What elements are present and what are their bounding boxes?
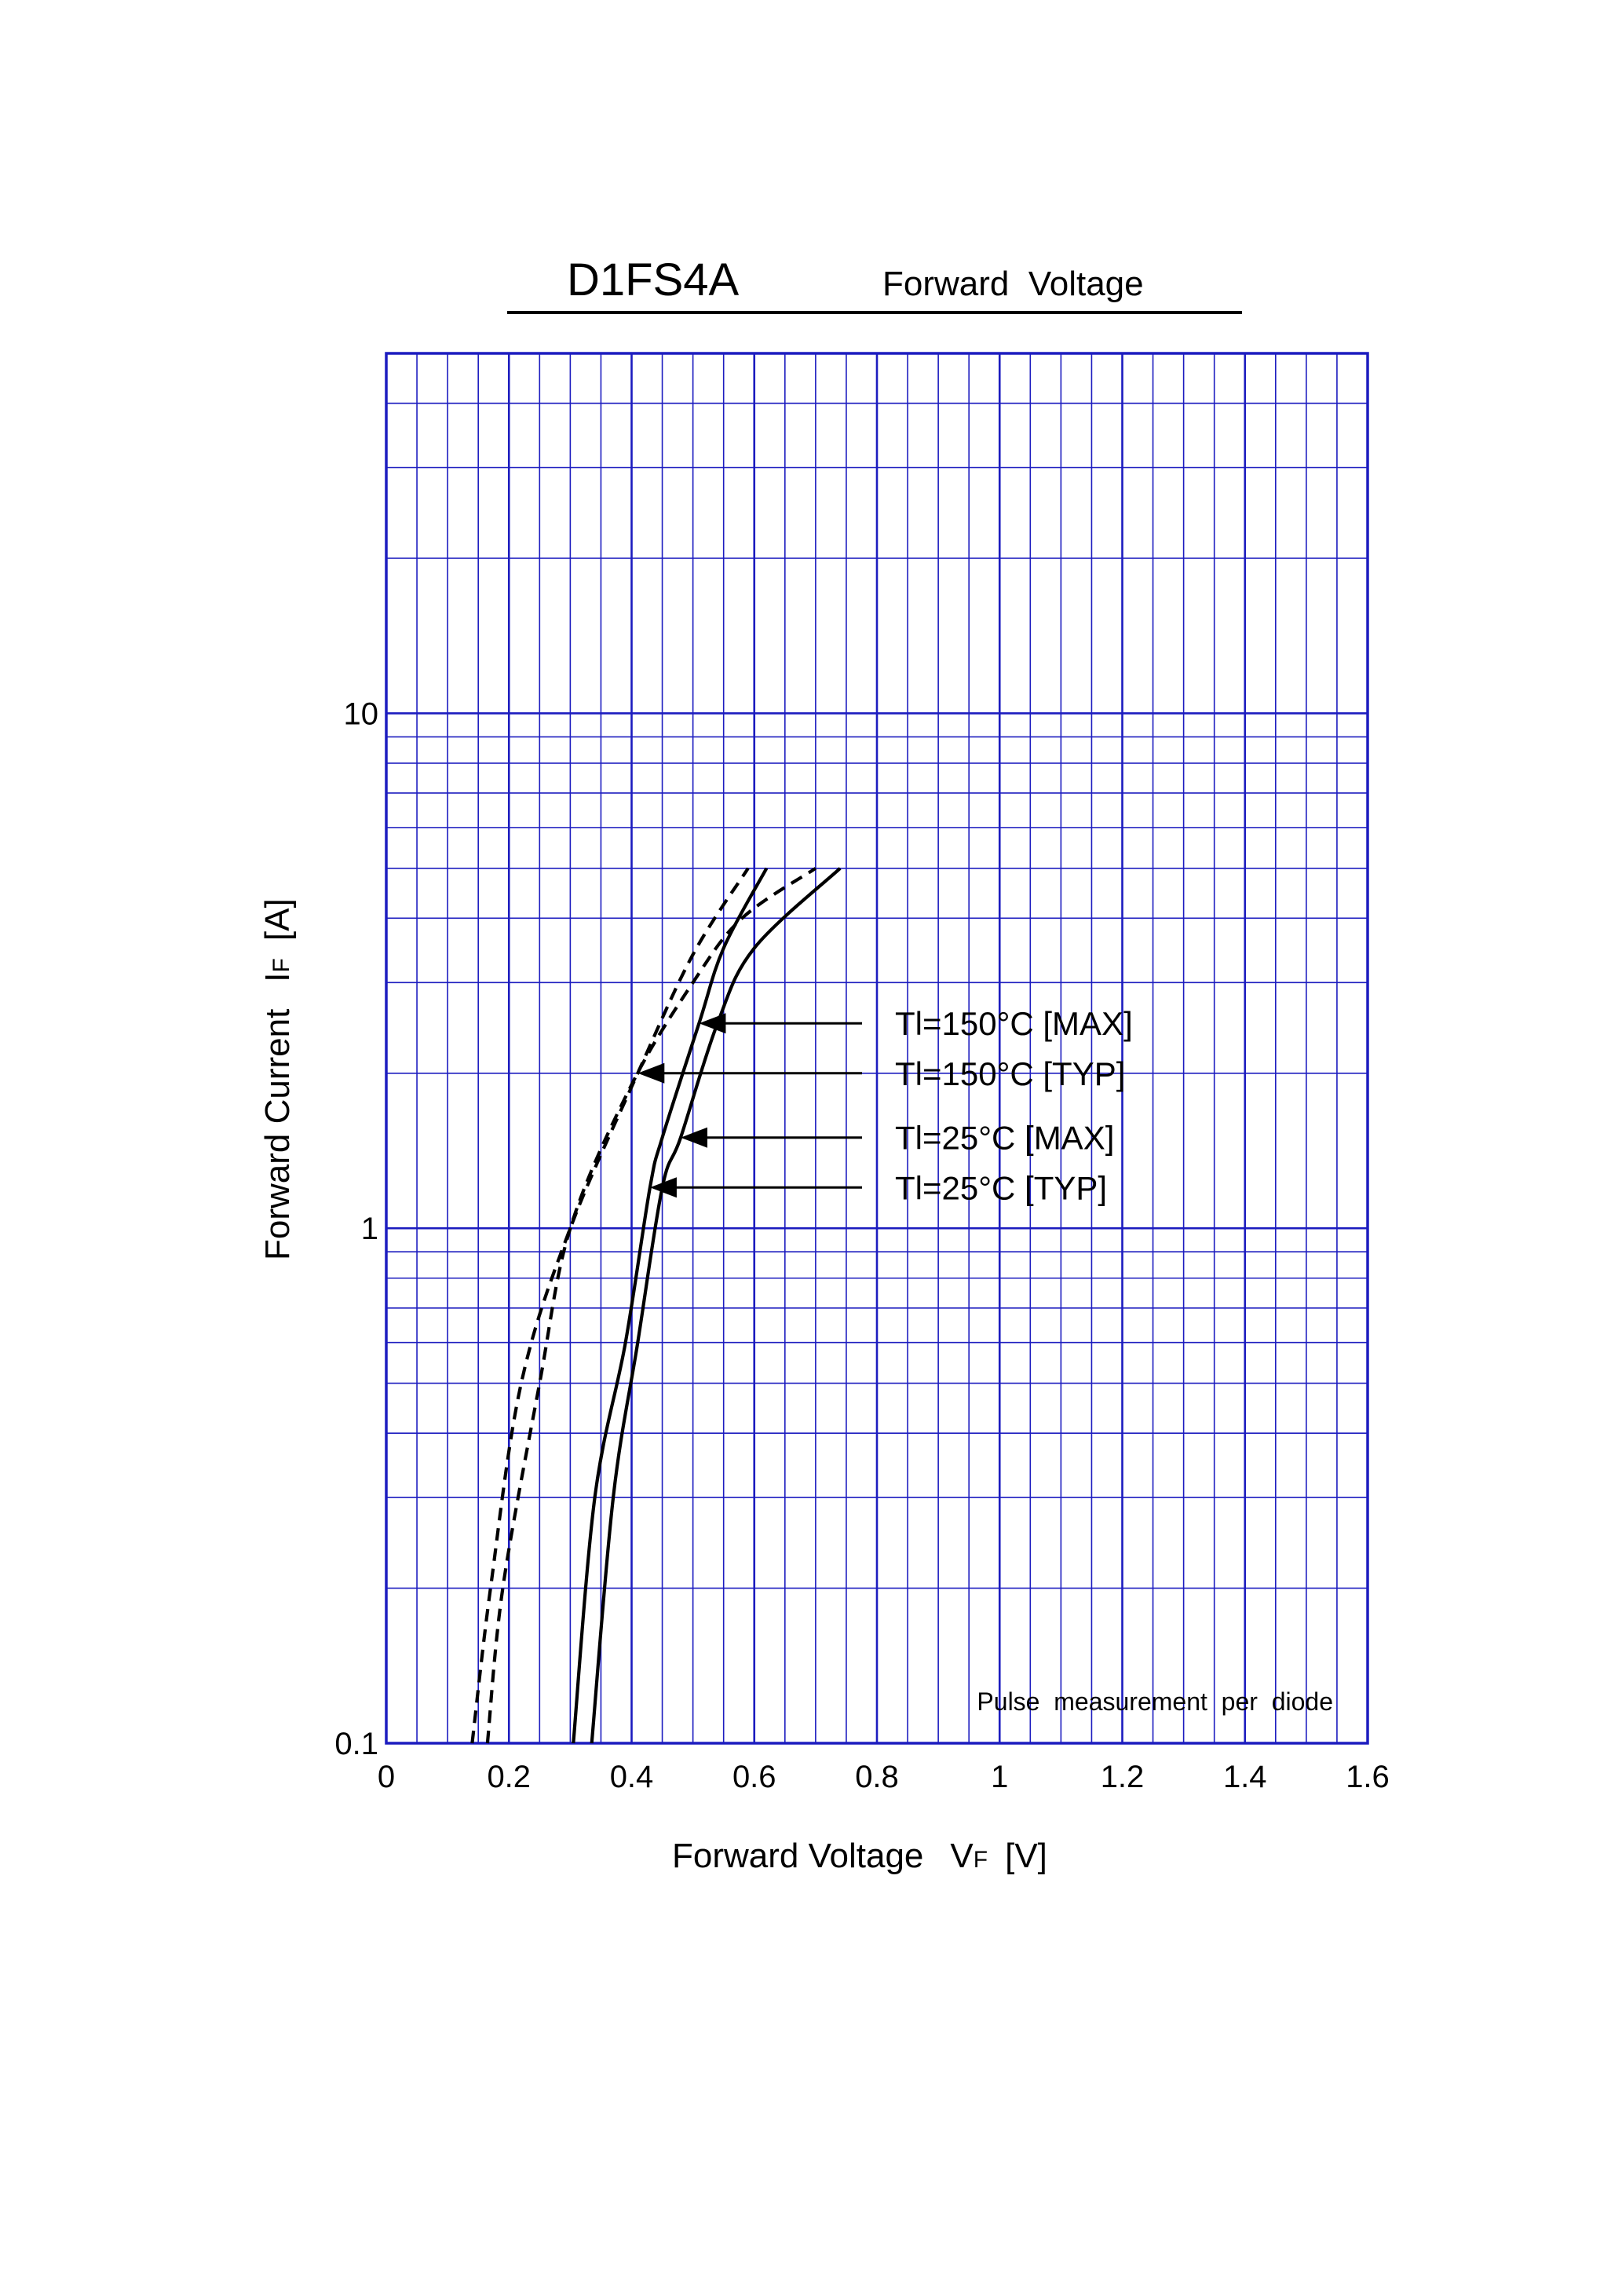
chart-subtitle: Forward Voltage bbox=[882, 265, 1144, 303]
arrow-head-icon bbox=[649, 1177, 677, 1198]
x-tick-label: 1.6 bbox=[1346, 1760, 1390, 1794]
x-axis-symbol: V bbox=[950, 1837, 974, 1875]
annotation-label: Tl=150°C [TYP] bbox=[895, 1055, 1125, 1092]
x-axis-subscript: F bbox=[974, 1847, 988, 1873]
y-axis-subscript: F bbox=[269, 958, 294, 972]
annotations: Tl=150°C [MAX] Tl=150°C [TYP] Tl=25°C [MAX… bbox=[637, 1005, 1133, 1206]
y-axis-label: Forward Current IF [A] bbox=[258, 898, 297, 1260]
x-tick-label: 0.6 bbox=[732, 1760, 776, 1794]
x-axis-label-text: Forward Voltage bbox=[672, 1837, 923, 1875]
x-tick-label: 1 bbox=[991, 1760, 1008, 1794]
x-tick-labels: 0 0.2 0.4 0.6 0.8 1 1.2 1.4 1.6 bbox=[378, 1760, 1390, 1794]
y-axis-unit: [A] bbox=[258, 898, 297, 941]
y-axis-label-text: Forward Current bbox=[258, 1009, 297, 1260]
annotation-label: Tl=25°C [TYP] bbox=[895, 1169, 1107, 1206]
x-tick-label: 1.4 bbox=[1223, 1760, 1267, 1794]
annotation-label: Tl=25°C [MAX] bbox=[895, 1120, 1114, 1157]
grid bbox=[385, 352, 1369, 1745]
arrow-head-icon bbox=[699, 1013, 726, 1034]
plot-frame bbox=[385, 352, 1369, 1745]
series-line bbox=[572, 867, 769, 1744]
y-tick-label: 10 bbox=[344, 696, 379, 731]
x-axis-label: Forward Voltage VF [V] bbox=[672, 1837, 1047, 1875]
x-tick-label: 0.4 bbox=[610, 1760, 654, 1794]
y-tick-label: 0.1 bbox=[334, 1727, 378, 1761]
y-axis-symbol: I bbox=[258, 972, 297, 982]
series-line bbox=[590, 867, 842, 1744]
annotation-label: Tl=150°C [MAX] bbox=[895, 1005, 1133, 1042]
x-tick-label: 0.8 bbox=[855, 1760, 899, 1794]
arrow-head-icon bbox=[681, 1127, 707, 1148]
series-line bbox=[470, 867, 750, 1744]
x-tick-label: 0.2 bbox=[487, 1760, 531, 1794]
chart-title: D1FS4A bbox=[567, 254, 740, 305]
series-line bbox=[485, 867, 817, 1744]
x-axis-unit: [V] bbox=[1005, 1837, 1047, 1875]
x-tick-label: 0 bbox=[378, 1760, 395, 1794]
y-tick-labels: 0.1 1 10 bbox=[334, 696, 378, 1761]
arrow-head-icon bbox=[637, 1062, 665, 1084]
x-tick-label: 1.2 bbox=[1101, 1760, 1145, 1794]
y-tick-label: 1 bbox=[361, 1212, 378, 1246]
measurement-note: Pulse measurement per diode bbox=[977, 1687, 1333, 1716]
